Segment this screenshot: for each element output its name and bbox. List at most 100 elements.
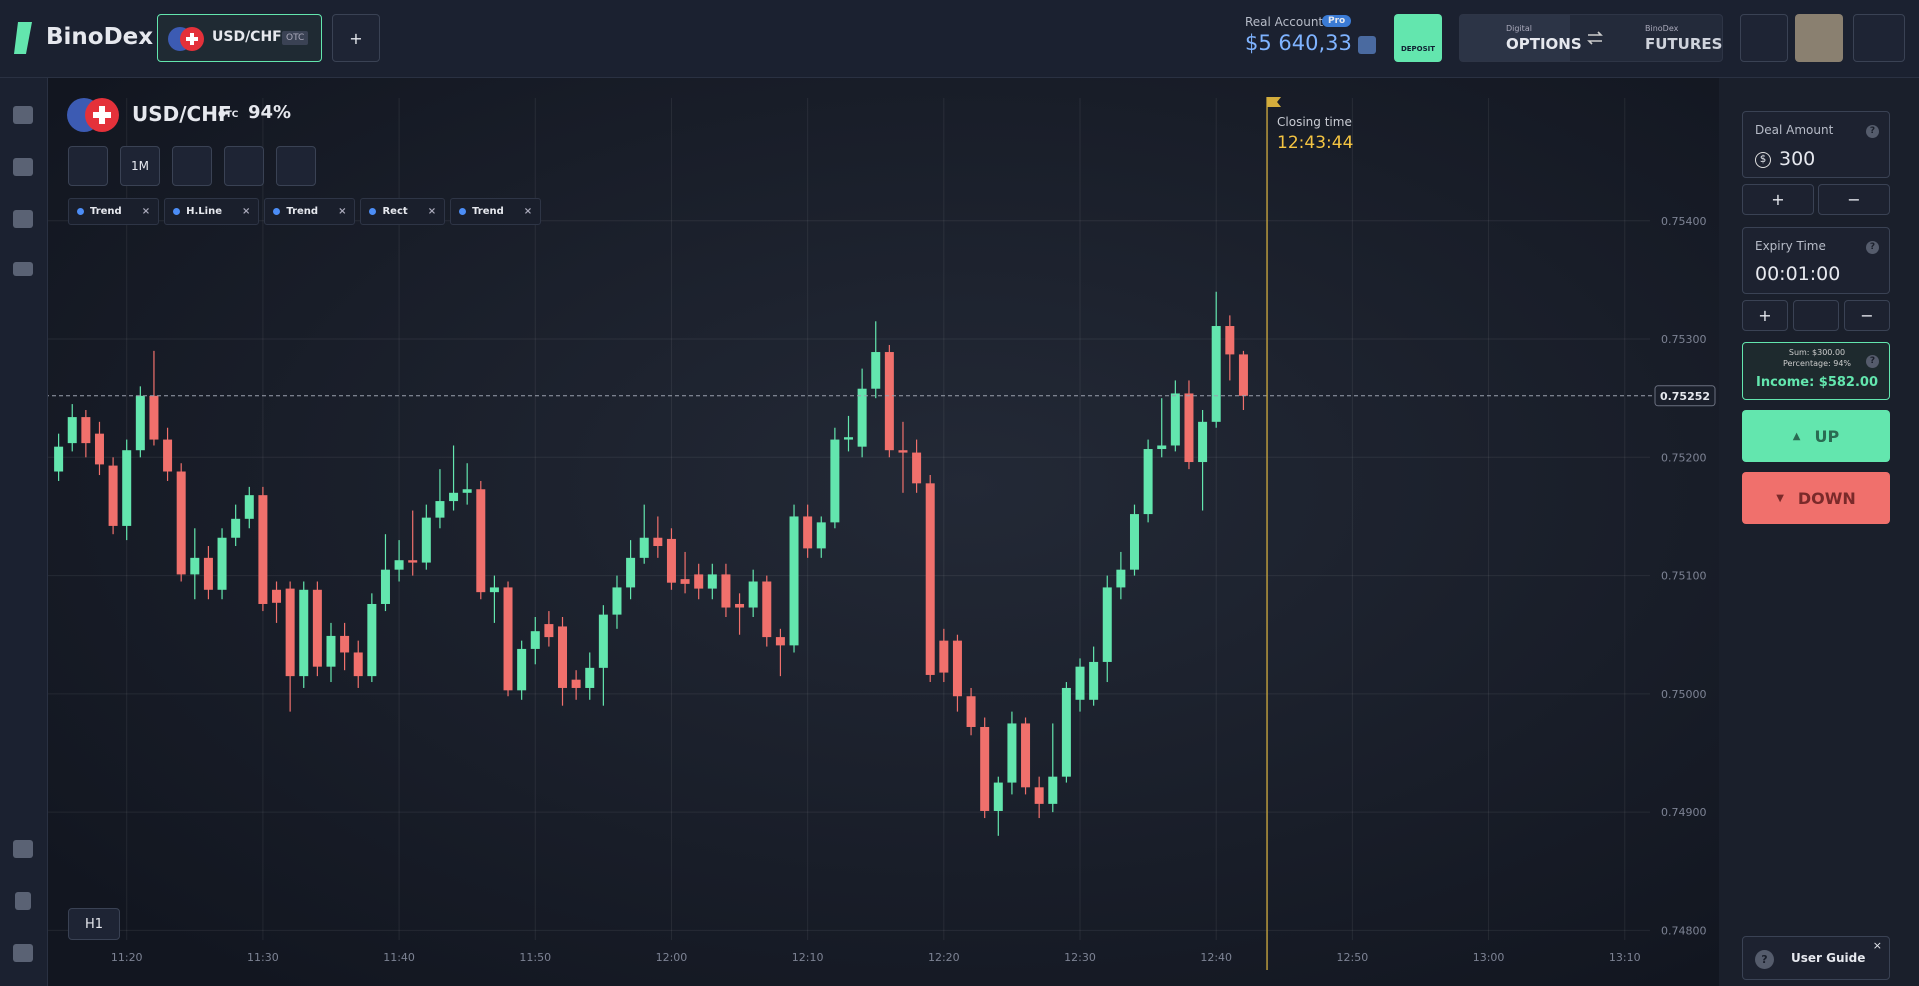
- drawing-chip[interactable]: H.Line ×: [164, 198, 260, 225]
- futures: FUTURES: [1645, 35, 1723, 53]
- chip-dot: [369, 208, 377, 215]
- interval[interactable]: H1: [68, 908, 120, 940]
- y-tick-label: 0.74800: [1661, 924, 1707, 937]
- chip-close[interactable]: ×: [241, 206, 251, 217]
- chip-close[interactable]: ×: [338, 206, 347, 217]
- expiry-plus[interactable]: +: [1742, 300, 1788, 331]
- pair-badge: OTC: [282, 31, 309, 45]
- side-icon[interactable]: [13, 262, 33, 276]
- sum: Sum: $300.00: [1788, 348, 1846, 357]
- candle-body: [993, 782, 1003, 811]
- candle-body: [721, 574, 731, 608]
- deposit-button[interactable]: DEPOSIT: [1394, 14, 1442, 62]
- chip-label: Rect: [382, 206, 408, 217]
- drawing-chip[interactable]: Trend ×: [68, 198, 160, 225]
- expiry-box[interactable]: Expiry Time ? 00:01:00: [1742, 227, 1890, 294]
- up-button[interactable]: ▲ UP: [1742, 410, 1890, 462]
- balance[interactable]: $5 640,33: [1245, 31, 1352, 55]
- candle-body: [1198, 421, 1208, 463]
- candle-body: [585, 667, 595, 688]
- candle-body: [1075, 666, 1085, 700]
- candle-body: [244, 495, 254, 519]
- flags: [168, 27, 204, 51]
- down-button[interactable]: ▼ DOWN: [1742, 472, 1890, 524]
- side-icon[interactable]: [13, 210, 33, 228]
- chip-label: Trend: [90, 206, 122, 217]
- instrument-badge: OTC: [218, 110, 239, 120]
- chip-close[interactable]: ×: [523, 206, 533, 217]
- side-icon[interactable]: [13, 840, 33, 858]
- candle-body: [871, 352, 881, 389]
- tool-indicators[interactable]: [68, 146, 108, 186]
- help[interactable]: ?: [1866, 125, 1879, 138]
- chip-dot: [77, 208, 84, 215]
- add-tab[interactable]: +: [332, 14, 380, 62]
- drawing-chip[interactable]: Trend ×: [264, 198, 356, 225]
- mode-switch[interactable]: Digital OPTIONS BinoDex FUTURES: [1459, 14, 1723, 62]
- deal-minus[interactable]: −: [1818, 184, 1890, 215]
- balance-add[interactable]: [1358, 36, 1376, 54]
- candle-body: [1129, 514, 1139, 570]
- candle-body: [626, 557, 636, 588]
- expiry-minus[interactable]: −: [1844, 300, 1890, 331]
- side-icon[interactable]: [13, 106, 33, 124]
- side-icon[interactable]: [13, 158, 33, 176]
- candle-body: [639, 537, 649, 558]
- help[interactable]: ?: [1866, 241, 1879, 254]
- digital-small: Digital: [1506, 24, 1532, 33]
- candle-body: [530, 631, 540, 649]
- pair-tab[interactable]: USD/CHF OTC: [157, 14, 322, 62]
- candle-body: [598, 614, 608, 668]
- closing-flag: [1267, 97, 1282, 107]
- current-price-box: [1654, 385, 1716, 407]
- settings[interactable]: [1853, 14, 1905, 62]
- notifications[interactable]: [1740, 14, 1788, 62]
- candle-body: [789, 516, 799, 646]
- candle-body: [1116, 569, 1126, 588]
- options: OPTIONS: [1506, 35, 1582, 53]
- candle-body: [653, 537, 663, 547]
- candle-body: [980, 726, 990, 811]
- tool-chart-type[interactable]: [172, 146, 212, 186]
- candle-body: [1143, 449, 1153, 515]
- candle-body: [408, 560, 418, 563]
- deal-box[interactable]: Deal Amount ? $ 300: [1742, 111, 1890, 178]
- deal-plus[interactable]: +: [1742, 184, 1814, 215]
- side-icon[interactable]: [15, 892, 31, 910]
- candle-body: [925, 483, 935, 675]
- drawing-chip[interactable]: Rect ×: [360, 198, 446, 225]
- candle-body: [299, 589, 309, 677]
- candle-body: [149, 395, 159, 440]
- candle-body: [421, 517, 431, 563]
- avatar[interactable]: [1795, 14, 1843, 62]
- side-icon[interactable]: [13, 944, 33, 962]
- chip-dot: [459, 208, 467, 215]
- x-tick-label: 13:00: [1473, 951, 1505, 964]
- payout[interactable]: 94%: [248, 102, 292, 123]
- chart-background: [48, 78, 1719, 986]
- candle-body: [285, 588, 295, 677]
- guide-close[interactable]: ×: [1872, 939, 1882, 952]
- user-guide[interactable]: ? User Guide ×: [1742, 936, 1890, 980]
- expiry-clock[interactable]: [1793, 300, 1839, 331]
- y-tick-label: 0.75300: [1661, 333, 1707, 346]
- candle-body: [435, 501, 445, 518]
- percentage: Percentage: 94%: [1782, 359, 1852, 368]
- help[interactable]: ?: [1866, 355, 1879, 368]
- candle-body: [489, 587, 499, 593]
- tool-layout[interactable]: [276, 146, 316, 186]
- candle-body: [1061, 687, 1071, 777]
- candle-body: [558, 626, 568, 688]
- candle-body: [340, 635, 350, 653]
- candle-body: [380, 569, 390, 604]
- closing-label: Closing time: [1277, 115, 1352, 129]
- tool-draw[interactable]: [224, 146, 264, 186]
- chip-close[interactable]: ×: [427, 206, 437, 217]
- drawing-chip[interactable]: Trend ×: [450, 198, 542, 225]
- timeframe[interactable]: 1M: [120, 146, 160, 186]
- candle-body: [844, 437, 853, 440]
- x-tick-label: 12:10: [792, 951, 824, 964]
- chip-close[interactable]: ×: [141, 206, 151, 217]
- candle-body: [912, 452, 922, 484]
